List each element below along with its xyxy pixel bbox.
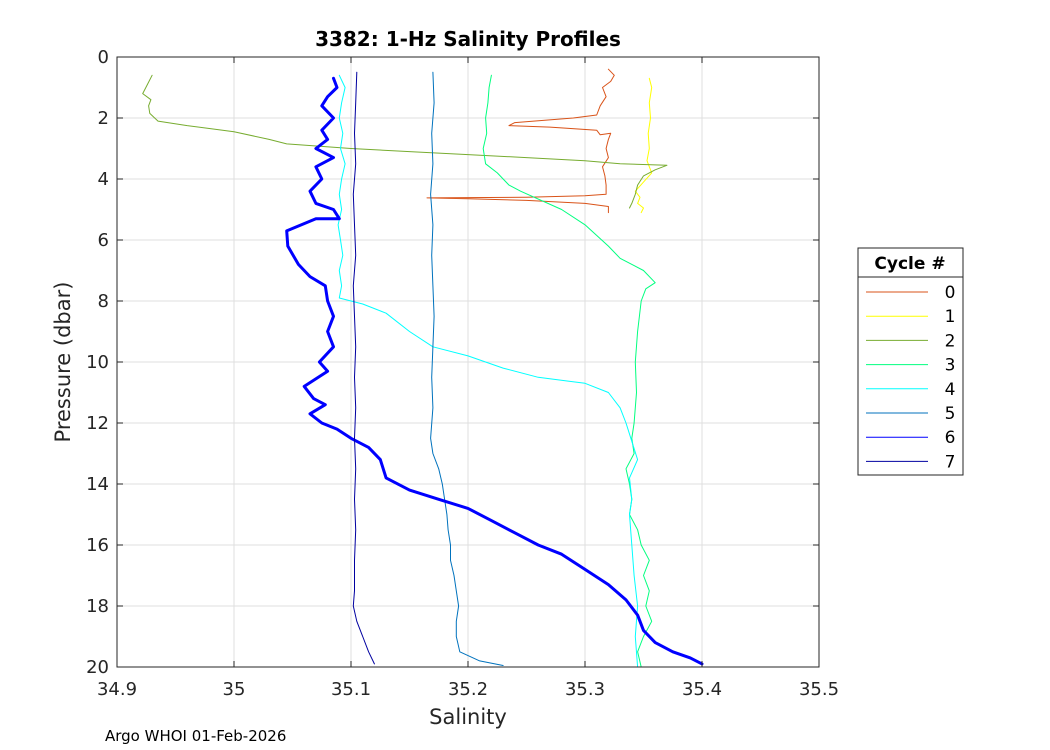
series-line-cycle-4 — [337, 74, 639, 668]
x-tick-label: 35.2 — [448, 679, 488, 700]
y-tick-label: 6 — [98, 230, 109, 251]
series-line-cycle-7 — [352, 71, 375, 665]
x-tick-label: 35.1 — [331, 679, 371, 700]
series-layer — [142, 68, 704, 668]
legend-items: 0 1 2 3 4 5 6 7 — [866, 283, 955, 472]
series-line-cycle-5 — [430, 71, 504, 666]
y-tick-label: 8 — [98, 291, 109, 312]
series-line-cycle-6 — [285, 76, 704, 666]
x-tick-label: 35 — [223, 679, 246, 700]
y-tick-label: 10 — [86, 352, 109, 373]
series-line-cycle-2 — [142, 74, 668, 209]
legend-title: Cycle # — [874, 254, 945, 274]
legend-label-cycle-5: 5 — [945, 404, 956, 424]
chart-title: 3382: 1-Hz Salinity Profiles — [315, 27, 621, 51]
x-tick-label: 35.3 — [565, 679, 605, 700]
y-axis-label: Pressure (dbar) — [51, 282, 75, 443]
y-tick-label: 18 — [86, 596, 109, 617]
legend-label-cycle-3: 3 — [945, 356, 956, 376]
y-tick-label: 12 — [86, 413, 109, 434]
legend-label-cycle-4: 4 — [945, 380, 956, 400]
y-tick-label: 20 — [86, 657, 109, 678]
legend: Cycle # 0 1 2 3 4 5 6 7 — [857, 247, 964, 476]
x-tick-label: 35.5 — [799, 679, 839, 700]
ticks: 34.9 35 35.1 35.2 35.3 35.4 35.5 0 2 4 6 8 10 12 14 16 1… — [86, 47, 839, 700]
x-tick-label: 34.9 — [97, 679, 137, 700]
y-tick-label: 16 — [86, 535, 109, 556]
legend-label-cycle-2: 2 — [945, 331, 956, 351]
x-tick-label: 35.4 — [682, 679, 722, 700]
y-tick-label: 4 — [98, 169, 109, 190]
y-tick-label: 0 — [98, 47, 109, 68]
footer-credit: Argo WHOI 01-Feb-2026 — [105, 727, 286, 745]
legend-label-cycle-7: 7 — [945, 452, 956, 472]
y-tick-label: 2 — [98, 108, 109, 129]
legend-label-cycle-0: 0 — [945, 283, 956, 303]
legend-label-cycle-6: 6 — [945, 428, 956, 448]
series-line-cycle-0 — [426, 68, 615, 214]
series-line-cycle-1 — [634, 77, 653, 214]
series-line-cycle-3 — [482, 74, 656, 668]
x-axis-label: Salinity — [429, 705, 507, 729]
y-tick-label: 14 — [86, 474, 109, 495]
legend-label-cycle-1: 1 — [945, 307, 956, 327]
